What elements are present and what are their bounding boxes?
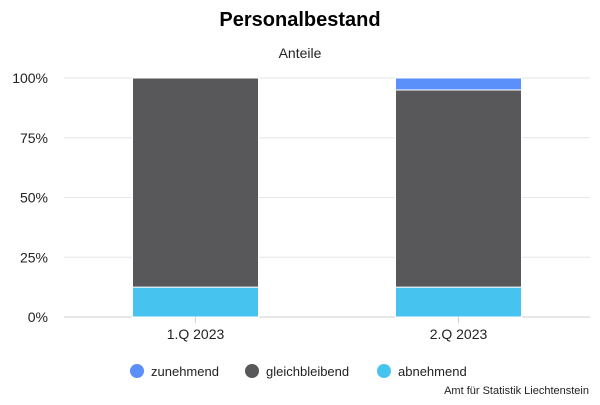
- y-tick-label: 75%: [20, 130, 48, 146]
- x-tick-label: 1.Q 2023: [167, 326, 225, 342]
- axis-layer: 0% 25% 50% 75% 100% 1.Q 2023 2.Q 2023: [12, 70, 487, 342]
- bar-segment-gleichbleibend[interactable]: [132, 77, 259, 288]
- legend-item-abnehmend[interactable]: abnehmend: [377, 364, 467, 379]
- bar-segment-abnehmend[interactable]: [395, 286, 522, 318]
- legend-item-gleichbleibend[interactable]: gleichbleibend: [245, 364, 349, 379]
- x-tick-label: 2.Q 2023: [430, 326, 488, 342]
- bar-segment-gleichbleibend[interactable]: [395, 89, 522, 288]
- bar-segment-abnehmend[interactable]: [132, 286, 259, 318]
- legend-item-zunehmend[interactable]: zunehmend: [130, 364, 219, 379]
- chart-subtitle: Anteile: [279, 45, 322, 61]
- legend-swatch: [245, 364, 259, 378]
- bar-layer: [132, 77, 522, 318]
- y-tick-label: 25%: [20, 249, 48, 265]
- legend-label: zunehmend: [151, 364, 219, 379]
- legend-label: abnehmend: [398, 364, 467, 379]
- legend-swatch: [377, 364, 391, 378]
- legend-swatch: [130, 364, 144, 378]
- chart-title: Personalbestand: [219, 9, 380, 31]
- credit-text: Amt für Statistik Liechtenstein: [444, 385, 589, 397]
- bar-segment-zunehmend[interactable]: [395, 77, 522, 91]
- y-tick-label: 0%: [28, 309, 48, 325]
- legend[interactable]: zunehmend gleichbleibend abnehmend: [130, 364, 467, 379]
- y-tick-label: 50%: [20, 190, 48, 206]
- legend-label: gleichbleibend: [266, 364, 349, 379]
- y-tick-label: 100%: [12, 70, 48, 86]
